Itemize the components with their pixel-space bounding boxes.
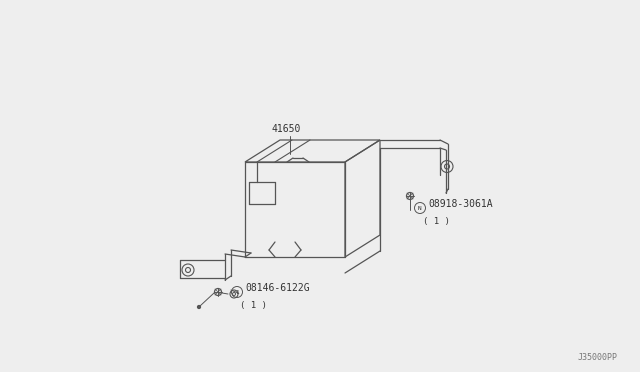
- Text: 1: 1: [235, 289, 239, 295]
- Text: 08146-6122G: 08146-6122G: [245, 283, 310, 293]
- Text: ( 1 ): ( 1 ): [240, 301, 267, 310]
- Text: J35000PP: J35000PP: [578, 353, 618, 362]
- Text: 41650: 41650: [271, 124, 301, 134]
- Text: N: N: [418, 205, 422, 211]
- Circle shape: [198, 305, 200, 308]
- Text: 08918-3061A: 08918-3061A: [428, 199, 493, 209]
- Text: ( 1 ): ( 1 ): [423, 217, 450, 226]
